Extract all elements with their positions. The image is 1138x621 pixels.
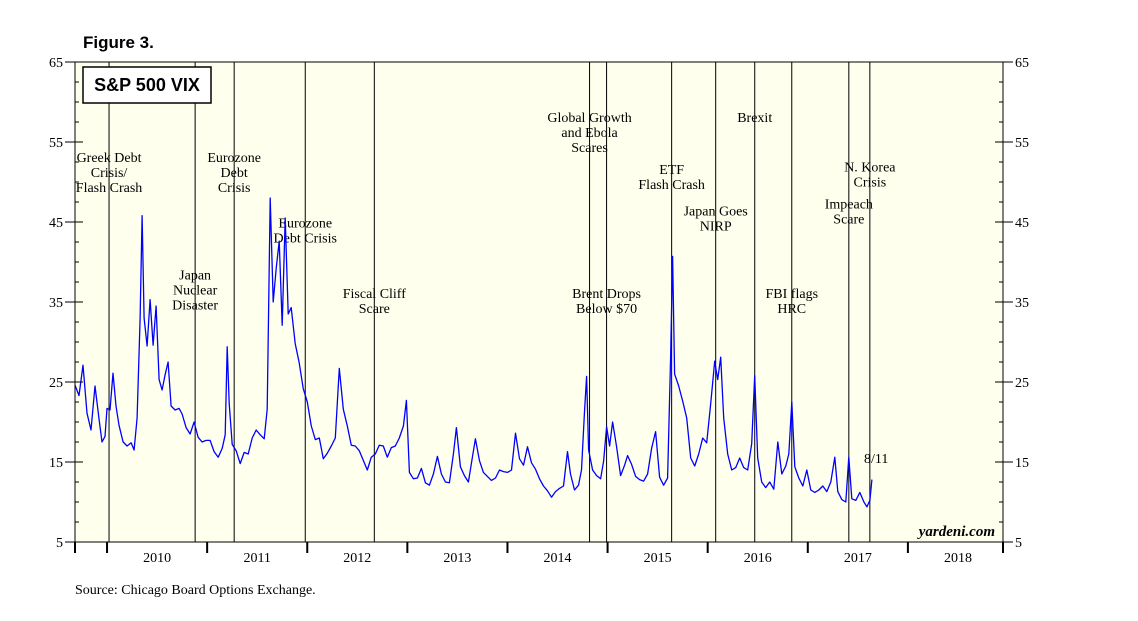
- event-label: Eurozone Debt Crisis: [207, 151, 261, 196]
- event-label: Japan Nuclear Disaster: [172, 269, 218, 314]
- vix-series-line: [74, 197, 873, 508]
- event-label: Global Growth and Ebola Scares: [547, 111, 631, 156]
- event-label: ETF Flash Crash: [638, 163, 705, 193]
- y-tick-label-left: 45: [49, 216, 63, 231]
- yardeni-watermark: yardeni.com: [917, 524, 995, 540]
- y-tick-label-right: 15: [1015, 456, 1029, 471]
- x-tick-label: 2015: [644, 551, 672, 566]
- event-label: Impeach Scare: [825, 197, 873, 227]
- event-label: Fiscal Cliff Scare: [343, 287, 406, 317]
- y-tick-label-right: 35: [1015, 296, 1029, 311]
- event-label: FBI flags HRC: [766, 287, 819, 317]
- event-label: Brent Drops Below $70: [572, 287, 641, 317]
- event-label: Brexit: [737, 111, 772, 126]
- x-tick-label: 2011: [243, 551, 270, 566]
- event-markers: Greek Debt Crisis/Flash Crash Japan Nuclear…: [76, 62, 896, 542]
- y-tick-label-right: 65: [1015, 56, 1029, 71]
- y-tick-label-left: 25: [49, 376, 63, 391]
- event-label: Greek Debt Crisis/Flash Crash: [76, 151, 143, 196]
- figure-label: Figure 3.: [83, 33, 154, 52]
- y-tick-label-right: 5: [1015, 536, 1022, 551]
- event-label: N. Korea Crisis: [844, 161, 896, 191]
- event-label: Japan Goes NIRP: [684, 205, 748, 235]
- event-label: Eurozone Debt Crisis: [274, 217, 337, 247]
- x-tick-label: 2017: [844, 551, 872, 566]
- source-note: Source: Chicago Board Options Exchange.: [75, 583, 316, 598]
- y-tick-label-left: 15: [49, 456, 63, 471]
- y-tick-label-right: 25: [1015, 376, 1029, 391]
- chart-title-box: [82, 66, 212, 104]
- y-tick-label-left: 35: [49, 296, 63, 311]
- y-tick-label-left: 65: [49, 56, 63, 71]
- y-tick-label-right: 55: [1015, 136, 1029, 151]
- x-tick-label: 2013: [443, 551, 471, 566]
- y-tick-label-right: 45: [1015, 216, 1029, 231]
- y-tick-label-left: 55: [49, 136, 63, 151]
- chart-title: S&P 500 VIX: [94, 75, 200, 95]
- x-tick-label: 2018: [944, 551, 972, 566]
- x-tick-label: 2016: [744, 551, 772, 566]
- x-tick-label: 2012: [343, 551, 371, 566]
- x-tick-label: 2010: [143, 551, 171, 566]
- x-tick-label: 2014: [544, 551, 572, 566]
- y-tick-label-left: 5: [56, 536, 63, 551]
- end-date-label: 8/11: [864, 452, 888, 467]
